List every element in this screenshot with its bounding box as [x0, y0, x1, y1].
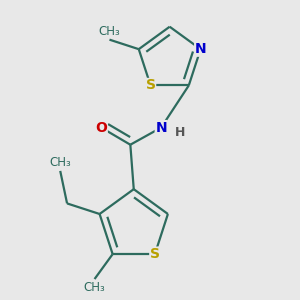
- Text: S: S: [146, 79, 156, 92]
- Text: N: N: [195, 42, 206, 56]
- Text: N: N: [155, 121, 167, 135]
- Text: CH₃: CH₃: [84, 281, 105, 294]
- Text: CH₃: CH₃: [50, 156, 71, 169]
- Text: CH₃: CH₃: [99, 25, 120, 38]
- Text: H: H: [175, 126, 185, 139]
- Text: O: O: [95, 121, 107, 135]
- Text: S: S: [150, 247, 160, 261]
